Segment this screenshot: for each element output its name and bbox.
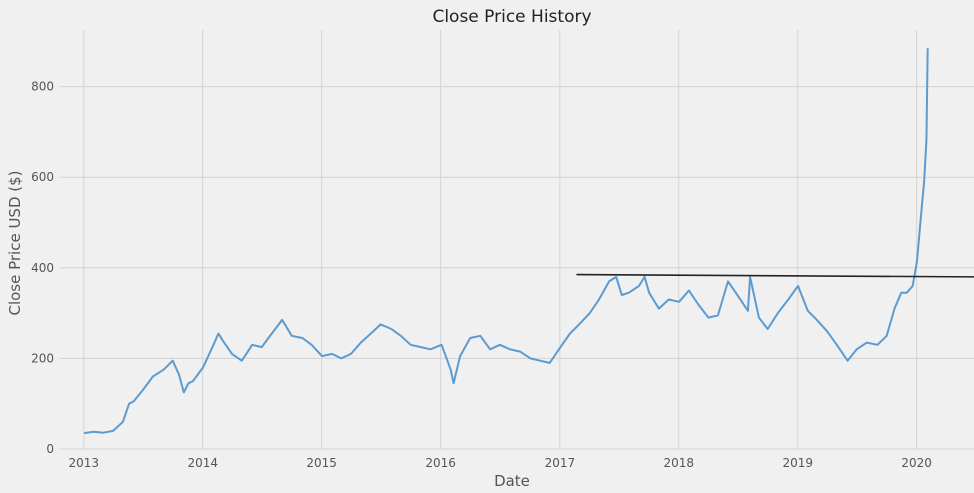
x-tick-label: 2017 — [545, 456, 576, 470]
x-tick-label: 2013 — [69, 456, 100, 470]
y-tick-label: 800 — [31, 80, 54, 94]
y-tick-labels: 0 200 400 600 800 — [31, 80, 54, 456]
gridlines — [60, 30, 974, 450]
x-axis-label: Date — [494, 472, 530, 490]
x-tick-label: 2014 — [187, 456, 218, 470]
plot-area — [83, 48, 974, 435]
x-tick-label: 2020 — [901, 456, 932, 470]
x-tick-label: 2018 — [664, 456, 695, 470]
y-axis-label: Close Price USD ($) — [6, 170, 24, 315]
close-price-series-line — [83, 48, 929, 435]
resistance-line — [576, 273, 974, 278]
x-tick-labels: 2013 2014 2015 2016 2017 2018 2019 2020 — [69, 456, 932, 470]
x-tick-label: 2019 — [782, 456, 813, 470]
x-tick-label: 2016 — [425, 456, 456, 470]
x-tick-label: 2015 — [306, 456, 337, 470]
y-tick-label: 400 — [31, 261, 54, 275]
y-tick-label: 200 — [31, 351, 54, 365]
y-tick-label: 0 — [46, 442, 54, 456]
y-tick-label: 600 — [31, 170, 54, 184]
chart-title: Close Price History — [432, 7, 591, 27]
